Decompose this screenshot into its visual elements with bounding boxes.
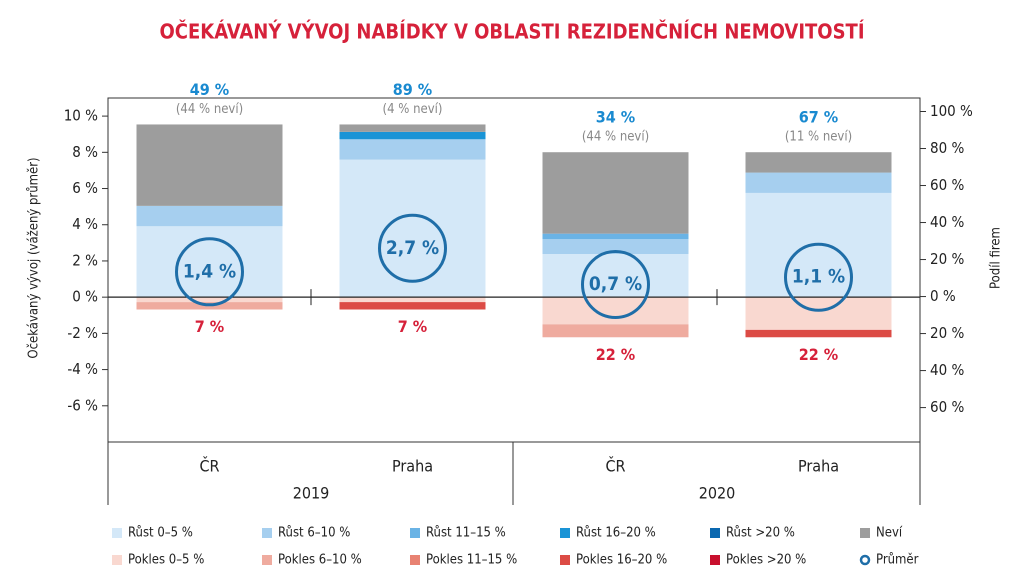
legend-label: Pokles 0–5 % bbox=[128, 553, 204, 568]
legend-label: Neví bbox=[876, 526, 903, 541]
average-marker bbox=[784, 242, 853, 312]
bar-segment bbox=[339, 159, 486, 297]
bar-segment bbox=[339, 124, 486, 132]
decline-label: 22 % bbox=[596, 345, 635, 364]
growth-label: 34 % bbox=[596, 108, 635, 127]
dontknow-label: (44 % neví) bbox=[582, 130, 649, 145]
y-tick-label: 0 % bbox=[72, 288, 98, 306]
y-tick-label: -2 % bbox=[67, 324, 98, 342]
legend-swatch bbox=[859, 554, 871, 566]
chart-title: OČEKÁVANÝ VÝVOJ NABÍDKY V OBLASTI REZIDE… bbox=[159, 20, 864, 44]
y-tick-label: -6 % bbox=[67, 396, 98, 414]
bar-segment bbox=[136, 124, 283, 206]
legend-swatch bbox=[262, 555, 272, 565]
x-tick-label: Praha bbox=[392, 457, 433, 476]
average-label: 2,7 % bbox=[386, 237, 439, 259]
legend-swatch bbox=[112, 528, 122, 538]
bar-segment bbox=[745, 296, 892, 330]
dontknow-label: (4 % neví) bbox=[383, 102, 443, 117]
y-tick-label: 10 % bbox=[64, 107, 98, 125]
legend-swatch bbox=[410, 528, 420, 538]
y2-tick-label: 80 % bbox=[930, 139, 964, 157]
decline-label: 7 % bbox=[195, 317, 224, 336]
legend-swatch bbox=[410, 555, 420, 565]
average-label: 0,7 % bbox=[589, 273, 642, 295]
dontknow-label: (11 % neví) bbox=[785, 130, 852, 145]
y2-tick-label: 100 % bbox=[930, 102, 973, 120]
legend-label: Pokles 11–15 % bbox=[426, 553, 517, 568]
legend-label: Růst >20 % bbox=[726, 526, 795, 541]
y2-tick-label: 60 % bbox=[930, 398, 964, 416]
y2-tick-label: 40 % bbox=[930, 361, 964, 379]
y-tick-label: 8 % bbox=[72, 143, 98, 161]
y-tick-label: 6 % bbox=[72, 179, 98, 197]
y2-tick-label: 60 % bbox=[930, 176, 964, 194]
bar-segment bbox=[542, 239, 689, 254]
bar-segment bbox=[542, 296, 689, 325]
y2-tick-label: 20 % bbox=[930, 250, 964, 268]
group-label: 2020 bbox=[699, 484, 736, 503]
bar-segment bbox=[542, 152, 689, 234]
decline-label: 7 % bbox=[398, 317, 427, 336]
legend-label: Růst 16–20 % bbox=[576, 526, 656, 541]
average-label: 1,1 % bbox=[792, 266, 845, 288]
y2-tick-label: 40 % bbox=[930, 213, 964, 231]
legend-swatch bbox=[710, 555, 720, 565]
legend-label: Růst 0–5 % bbox=[128, 526, 193, 541]
bar-segment bbox=[745, 152, 892, 173]
bar-segment bbox=[542, 233, 689, 240]
bar-segment bbox=[745, 329, 892, 338]
bar-segment bbox=[542, 324, 689, 338]
legend-label: Růst 6–10 % bbox=[278, 526, 350, 541]
y2-tick-label: 20 % bbox=[930, 324, 964, 342]
group-label: 2019 bbox=[293, 484, 330, 503]
legend-label: Průměr bbox=[876, 553, 919, 568]
legend-swatch bbox=[860, 528, 870, 538]
legend-swatch bbox=[560, 528, 570, 538]
y-tick-label: 4 % bbox=[72, 215, 98, 233]
growth-label: 89 % bbox=[393, 80, 432, 99]
legend-label: Pokles >20 % bbox=[726, 553, 806, 568]
bar-segment bbox=[339, 131, 486, 140]
legend-label: Pokles 16–20 % bbox=[576, 553, 667, 568]
y-tick-label: 2 % bbox=[72, 251, 98, 269]
legend-label: Pokles 6–10 % bbox=[278, 553, 362, 568]
decline-label: 22 % bbox=[799, 345, 838, 364]
legend-swatch bbox=[560, 555, 570, 565]
average-marker bbox=[175, 237, 244, 307]
average-marker bbox=[378, 213, 447, 283]
bar-segment bbox=[339, 296, 486, 303]
average-marker bbox=[581, 249, 650, 319]
bar-segment bbox=[339, 139, 486, 160]
bar-segment bbox=[339, 302, 486, 310]
legend-swatch bbox=[112, 555, 122, 565]
y2-axis-label: Podíl firem bbox=[989, 227, 1004, 289]
x-tick-label: ČR bbox=[605, 457, 625, 476]
legend-label: Růst 11–15 % bbox=[426, 526, 506, 541]
x-tick-label: ČR bbox=[199, 457, 219, 476]
y-axis-label: Očekávaný vývoj (vážený průměr) bbox=[27, 157, 42, 358]
bar-segment bbox=[745, 172, 892, 193]
y2-tick-label: 0 % bbox=[930, 287, 956, 305]
bar-segment bbox=[136, 205, 283, 227]
dontknow-label: (44 % neví) bbox=[176, 102, 243, 117]
x-tick-label: Praha bbox=[798, 457, 839, 476]
growth-label: 49 % bbox=[190, 80, 229, 99]
bar-segment bbox=[136, 296, 283, 303]
plot-frame bbox=[107, 97, 921, 443]
average-label: 1,4 % bbox=[183, 260, 236, 282]
legend-swatch bbox=[710, 528, 720, 538]
y-tick-label: -4 % bbox=[67, 360, 98, 378]
legend-swatch bbox=[262, 528, 272, 538]
bar-segment bbox=[542, 253, 689, 297]
growth-label: 67 % bbox=[799, 108, 838, 127]
